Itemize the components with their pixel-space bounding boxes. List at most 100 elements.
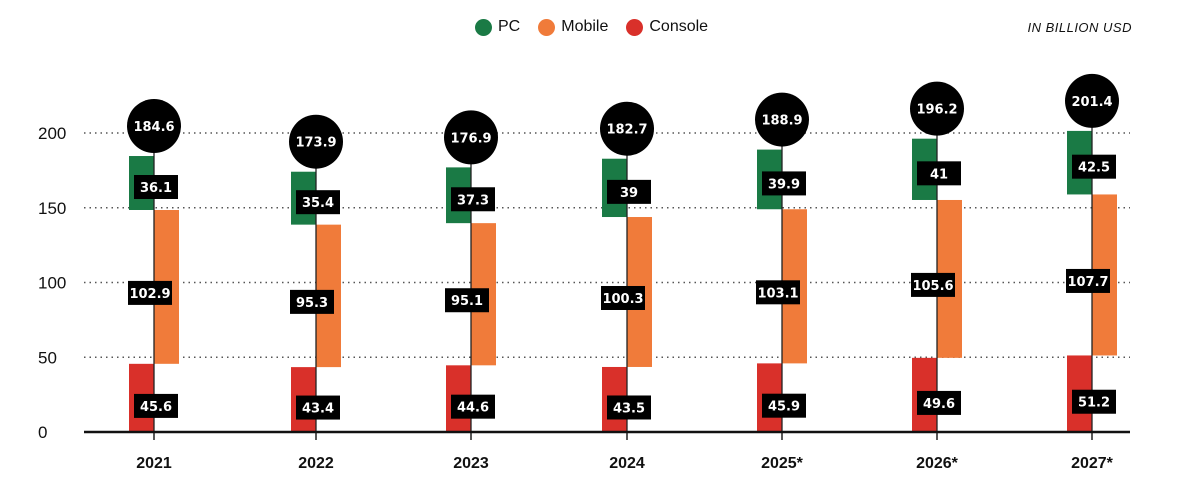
total-badge: 173.9 <box>289 114 343 169</box>
data-label-pc-text: 39.9 <box>768 177 800 192</box>
data-label-mobile: 103.1 <box>756 280 800 305</box>
data-label-mobile-bg <box>911 272 955 297</box>
legend-swatch-console <box>626 18 644 36</box>
total-label: 176.9 <box>450 131 491 146</box>
total-badge: 196.2 <box>910 81 964 136</box>
x-tick-label: 2027* <box>1071 455 1114 472</box>
data-label-console-bg <box>762 393 806 418</box>
total-label: 196.2 <box>916 103 957 118</box>
bars: 45.6 102.9 36.1 184.6 43.4 95.3 35.4 173.9 44.6 9… <box>127 73 1119 440</box>
total-label: 201.4 <box>1071 95 1112 110</box>
bar-group: 43.4 95.3 35.4 173.9 <box>289 114 343 440</box>
data-label-console: 45.9 <box>762 393 806 418</box>
x-tick-label: 2024 <box>609 455 645 472</box>
bar-group: 51.2 107.7 42.5 201.4 <box>1065 73 1119 440</box>
data-label-console-text: 43.5 <box>613 401 645 416</box>
total-badge: 184.6 <box>127 99 181 154</box>
y-tick-label: 100 <box>38 274 66 293</box>
data-label-console-bg <box>296 395 340 420</box>
bar-group: 49.6 105.6 41 196.2 <box>910 81 964 440</box>
data-label-mobile-bg <box>445 288 489 313</box>
data-label-pc: 36.1 <box>134 175 178 200</box>
data-label-console: 51.2 <box>1072 389 1116 414</box>
total-badge: 182.7 <box>600 101 654 156</box>
data-label-console: 43.4 <box>296 395 340 420</box>
data-label-mobile-text: 100.3 <box>602 292 643 307</box>
data-label-console-bg <box>607 395 651 420</box>
data-label-pc-bg <box>762 171 806 196</box>
bar-group: 45.9 103.1 39.9 188.9 <box>755 92 809 440</box>
total-badge: 188.9 <box>755 92 809 147</box>
data-label-console-text: 45.6 <box>140 400 172 415</box>
data-label-mobile-bg <box>756 280 800 305</box>
legend-item-pc: PC <box>475 18 520 36</box>
data-label-pc-bg <box>451 187 495 212</box>
y-tick-label: 50 <box>38 348 57 367</box>
data-label-mobile-bg <box>128 280 172 305</box>
total-circle <box>600 101 654 156</box>
data-label-mobile: 95.3 <box>290 289 334 314</box>
data-label-mobile-text: 95.1 <box>451 294 483 309</box>
total-circle <box>127 99 181 154</box>
data-label-pc-text: 37.3 <box>457 193 489 208</box>
total-label: 188.9 <box>761 114 802 129</box>
total-circle <box>444 110 498 165</box>
legend-item-console: Console <box>626 18 708 36</box>
data-label-mobile-bg <box>1066 268 1110 293</box>
data-label-mobile: 95.1 <box>445 288 489 313</box>
total-circle <box>755 92 809 147</box>
total-label: 184.6 <box>133 120 174 135</box>
data-label-mobile-text: 103.1 <box>757 286 798 301</box>
total-circle <box>910 81 964 136</box>
data-label-mobile-bg <box>290 289 334 314</box>
legend-label-mobile: Mobile <box>561 18 609 35</box>
legend-label-pc: PC <box>498 18 521 35</box>
data-label-console-text: 45.9 <box>768 400 800 415</box>
data-label-mobile-text: 95.3 <box>296 296 328 311</box>
bar-group: 45.6 102.9 36.1 184.6 <box>127 99 181 440</box>
data-label-console-bg <box>1072 389 1116 414</box>
data-label-pc: 39.9 <box>762 171 806 196</box>
data-label-mobile: 107.7 <box>1066 268 1110 293</box>
data-label-console-text: 43.4 <box>302 402 334 417</box>
chart-legend: PC Mobile Console <box>475 18 708 36</box>
total-badge: 201.4 <box>1065 73 1119 128</box>
data-label-pc-text: 36.1 <box>140 181 172 196</box>
data-label-pc-bg <box>917 161 961 186</box>
x-tick-label: 2026* <box>916 455 959 472</box>
total-circle <box>289 114 343 169</box>
total-circle <box>1065 73 1119 128</box>
y-tick-label: 150 <box>38 199 66 218</box>
data-label-mobile: 100.3 <box>601 285 645 310</box>
data-label-pc: 41 <box>917 161 961 186</box>
legend-item-mobile: Mobile <box>538 18 608 36</box>
data-label-pc: 35.4 <box>296 190 340 215</box>
y-axis: 0 50 100 150 200 <box>38 124 66 442</box>
data-label-pc-text: 39 <box>620 186 638 201</box>
data-label-pc: 39 <box>607 179 651 204</box>
data-label-console: 43.5 <box>607 395 651 420</box>
data-label-pc-text: 41 <box>930 167 948 182</box>
data-label-pc: 37.3 <box>451 187 495 212</box>
data-label-console-bg <box>451 394 495 419</box>
x-axis: 2021 2022 2023 2024 2025* 2026* 2027* <box>84 430 1130 472</box>
data-label-console-text: 51.2 <box>1078 396 1110 411</box>
legend-label-console: Console <box>649 18 709 35</box>
data-label-console-text: 44.6 <box>457 401 489 416</box>
legend-swatch-pc <box>475 18 492 36</box>
bar-group: 43.5 100.3 39 182.7 <box>600 101 654 440</box>
data-label-pc-text: 35.4 <box>302 196 334 211</box>
data-label-mobile: 105.6 <box>911 272 955 297</box>
data-label-pc-bg <box>607 179 651 204</box>
x-tick-label: 2023 <box>453 455 489 472</box>
data-label-console: 45.6 <box>134 393 178 418</box>
data-label-console-text: 49.6 <box>923 397 955 412</box>
data-label-console-bg <box>134 393 178 418</box>
data-label-pc-text: 42.5 <box>1078 161 1110 176</box>
data-label-console-bg <box>917 390 961 415</box>
y-tick-label: 0 <box>38 423 47 442</box>
data-label-console: 49.6 <box>917 390 961 415</box>
data-label-mobile: 102.9 <box>128 280 172 305</box>
y-tick-label: 200 <box>38 124 66 143</box>
